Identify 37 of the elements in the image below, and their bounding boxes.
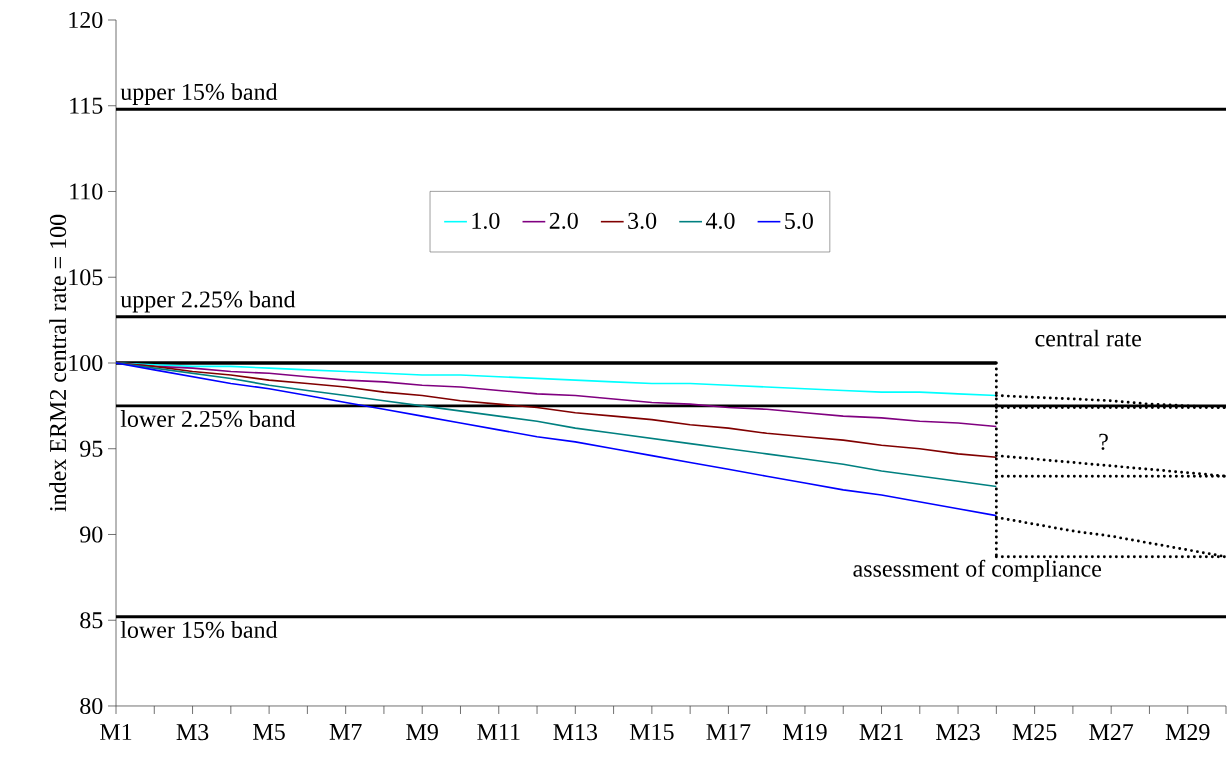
y-tick-label: 100	[69, 354, 103, 372]
y-tick-label: 85	[80, 612, 103, 629]
ref-line-label: lower 15% band	[120, 621, 278, 639]
x-tick-label: M21	[859, 724, 903, 740]
x-tick-label: M23	[936, 724, 980, 741]
y-tick-label: 110	[70, 183, 103, 200]
annotation: ?	[1099, 433, 1108, 450]
y-tick-label: 90	[80, 526, 103, 543]
legend-label: 1.0	[472, 212, 500, 229]
annotation: assessment of compliance	[853, 559, 1102, 582]
x-tick-label: M1	[100, 724, 132, 740]
y-tick-label: 115	[70, 97, 103, 114]
y-tick-label: 120	[69, 11, 103, 29]
x-tick-label: M11	[477, 724, 520, 740]
annotation: central rate	[1035, 329, 1142, 347]
x-tick-label: M7	[329, 724, 362, 740]
y-tick-label: 95	[80, 440, 103, 457]
x-tick-label: M29	[1165, 724, 1210, 741]
legend-label: 5.0	[785, 212, 813, 229]
legend-label: 3.0	[628, 212, 657, 229]
legend-label: 4.0	[705, 212, 735, 229]
y-axis-title: index ERM2 central rate = 100	[49, 214, 67, 512]
legend-label: 2.0	[549, 212, 578, 229]
ref-line-label: lower 2.25% band	[120, 410, 296, 428]
x-tick-label: M9	[406, 724, 438, 741]
x-tick-label: M5	[253, 724, 285, 740]
ref-line-label: upper 15% band	[120, 83, 278, 105]
ref-line-label: upper 2.25% band	[120, 290, 296, 313]
x-tick-label: M27	[1089, 724, 1134, 740]
x-tick-label: M3	[176, 724, 209, 741]
y-tick-label: 80	[80, 697, 103, 715]
x-tick-label: M19	[782, 724, 827, 741]
x-tick-label: M13	[553, 724, 598, 741]
y-tick-label: 105	[69, 269, 103, 286]
x-tick-label: M17	[706, 724, 751, 740]
x-tick-label: M25	[1012, 724, 1057, 741]
x-tick-label: M15	[629, 724, 674, 741]
